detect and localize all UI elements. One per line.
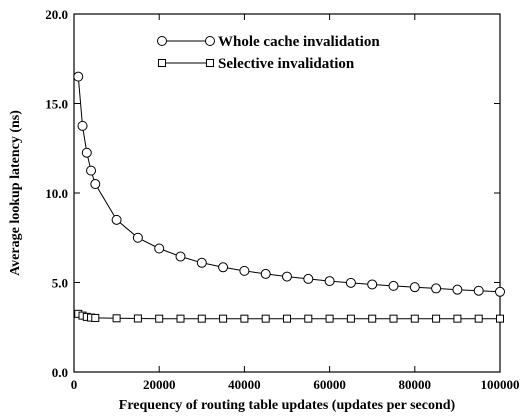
data-point — [474, 314, 483, 323]
series-square — [74, 309, 504, 323]
data-point — [260, 268, 271, 279]
x-tick-label: 100000 — [481, 377, 520, 392]
data-point — [473, 285, 484, 296]
legend-entry: Selective invalidation — [158, 56, 355, 72]
data-point — [453, 314, 462, 323]
data-point — [91, 313, 100, 322]
data-point — [303, 273, 314, 284]
data-point — [197, 314, 206, 323]
data-point — [432, 314, 441, 323]
data-point — [90, 179, 101, 190]
data-point — [368, 314, 377, 323]
data-point — [283, 314, 291, 323]
y-tick-label: 20.0 — [45, 7, 68, 22]
y-tick-label: 15.0 — [45, 97, 68, 112]
data-point — [325, 314, 334, 323]
y-tick-label: 5.0 — [52, 276, 68, 291]
series-layer — [73, 71, 505, 323]
data-point — [409, 282, 420, 293]
data-point — [154, 243, 165, 254]
data-point — [218, 262, 229, 273]
data-point — [282, 271, 292, 282]
data-point — [240, 314, 249, 323]
data-point — [239, 265, 250, 276]
data-point — [345, 277, 356, 288]
legend-label: Whole cache invalidation — [218, 34, 380, 50]
data-point — [86, 165, 97, 176]
data-point — [324, 276, 335, 287]
data-point — [367, 279, 378, 290]
x-tick-label: 60000 — [313, 377, 346, 392]
data-point — [196, 257, 207, 268]
legend-entry: Whole cache invalidation — [157, 34, 380, 50]
data-point — [132, 232, 143, 243]
data-point — [77, 120, 88, 131]
data-point — [155, 314, 164, 323]
y-axis-title: Average lookup latency (ns) — [8, 110, 23, 276]
x-tick-label: 80000 — [399, 377, 432, 392]
y-tick-label: 0.0 — [52, 365, 68, 380]
x-tick-label: 20000 — [143, 377, 176, 392]
data-point — [175, 251, 186, 262]
data-point — [73, 71, 84, 82]
legend-marker — [158, 59, 166, 67]
legend-marker — [157, 36, 167, 46]
x-axis: 0 20000 40000 60000 80000 100000 — [71, 14, 520, 392]
data-point — [346, 314, 355, 323]
data-point — [304, 314, 313, 323]
y-tick-label: 10.0 — [45, 186, 68, 201]
series-circle — [73, 71, 505, 297]
data-point — [112, 314, 121, 323]
data-point — [431, 283, 442, 294]
data-point — [111, 214, 122, 225]
data-point — [81, 147, 92, 158]
data-point — [410, 314, 419, 323]
data-point — [133, 314, 142, 323]
data-point — [452, 284, 463, 295]
x-tick-label: 40000 — [228, 377, 261, 392]
x-axis-title: Frequency of routing table updates (upda… — [119, 398, 456, 413]
series-line — [77, 76, 501, 293]
data-point — [219, 314, 228, 323]
data-point — [495, 286, 505, 297]
legend: Whole cache invalidation Selective invali… — [157, 34, 380, 72]
x-tick-label: 0 — [71, 377, 78, 392]
data-point — [176, 314, 185, 323]
data-point — [496, 314, 504, 323]
data-point — [261, 314, 270, 323]
legend-marker — [205, 36, 215, 46]
y-axis: 0.0 5.0 10.0 15.0 20.0 — [45, 7, 500, 380]
data-point — [388, 280, 399, 291]
legend-label: Selective invalidation — [218, 56, 355, 72]
legend-marker — [206, 59, 214, 67]
data-point — [389, 314, 398, 323]
